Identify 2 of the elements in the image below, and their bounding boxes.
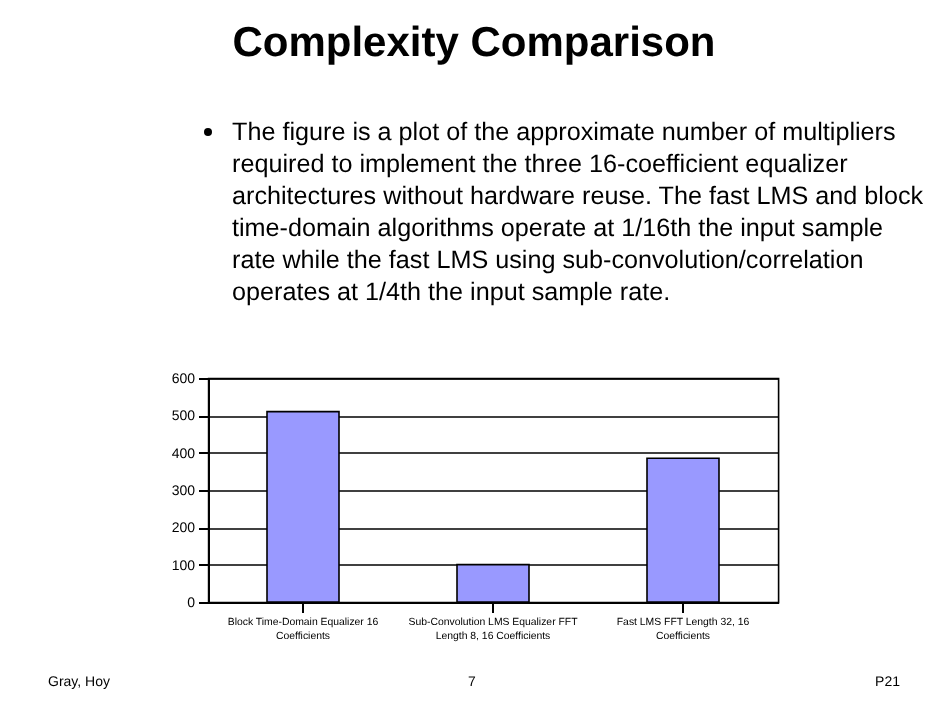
chart-subtitle: The figure is a plot of the approximate number of multipliers required to implement the three 16-coefficient equalizer architectures without hardware reuse. The fast LMS and block time-domain algorithms operate at 1/16th the input sample rate while the fast LMS using sub-convolution/correlation operates at 1/4th the input sample rate. <box>232 116 926 308</box>
chart-title: Complexity Comparison <box>230 20 718 68</box>
